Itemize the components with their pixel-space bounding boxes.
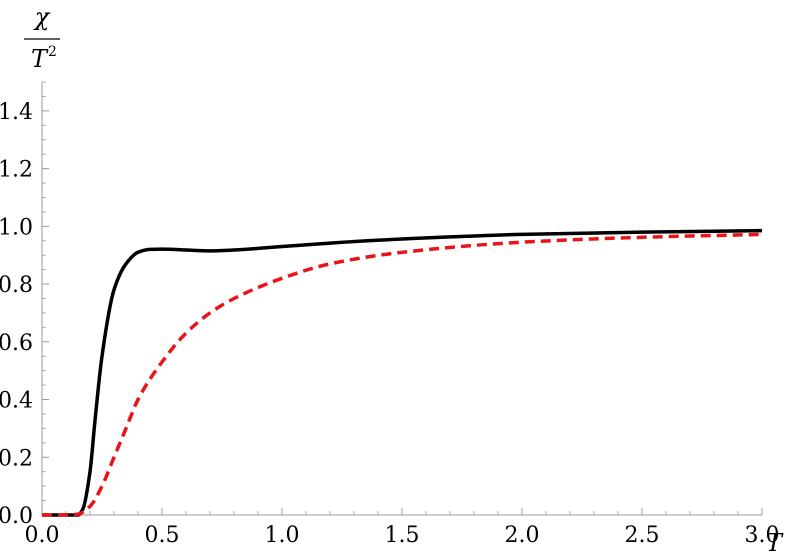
y-axis-title-denominator: T [31, 45, 49, 73]
y-tick-label-4: 0.8 [0, 273, 33, 298]
axes [41, 82, 762, 516]
x-axis-title: T [766, 529, 784, 553]
x-tick-label-5: 2.5 [625, 523, 660, 548]
x-tick-label-1: 0.5 [145, 523, 180, 548]
y-axis-title: χ T 2 [24, 3, 60, 73]
y-tick-label-0: 0.0 [0, 504, 33, 529]
x-tick-label-3: 1.5 [385, 523, 420, 548]
x-tick-label-4: 2.0 [505, 523, 540, 548]
x-tick-label-2: 1.0 [265, 523, 300, 548]
solid-curve-line [42, 228, 763, 517]
series-group [42, 228, 763, 517]
y-tick-label-3: 0.6 [0, 331, 33, 356]
ticks: 0.0 0.5 1.0 1.5 2.0 2.5 3.0 0.0 0.2 0.4 0.6 0.8 1.0 1… [0, 81, 780, 548]
x-tick-label-6: 3.0 [745, 523, 780, 548]
y-tick-label-5: 1.0 [0, 215, 33, 240]
y-tick-label-1: 0.2 [0, 446, 33, 471]
x-tick-label-0: 0.0 [25, 523, 60, 548]
y-axis-title-exponent: 2 [48, 44, 57, 60]
y-axis-title-numerator: χ [33, 3, 51, 31]
y-tick-label-7: 1.4 [0, 100, 33, 125]
y-tick-label-6: 1.2 [0, 158, 33, 183]
y-tick-label-2: 0.4 [0, 389, 33, 414]
dashed-curve-line [42, 232, 763, 517]
